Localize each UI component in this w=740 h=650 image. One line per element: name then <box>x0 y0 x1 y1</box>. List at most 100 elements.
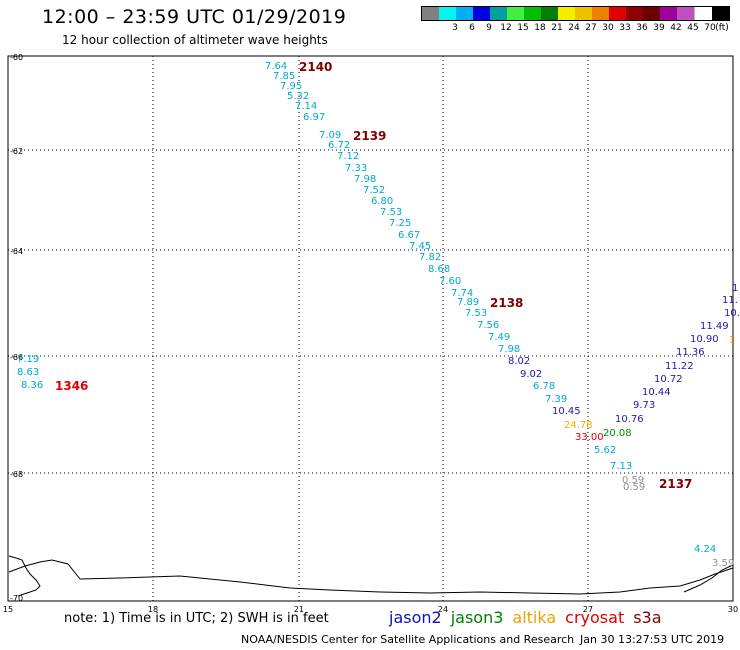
swh-label: 0.59 <box>623 482 645 493</box>
swh-label: 10.72 <box>654 374 683 385</box>
swh-label: 6.78 <box>533 381 555 392</box>
lat-tick-label: -70 <box>10 594 23 603</box>
swh-label: 8.68 <box>428 264 450 275</box>
legend-tick-label: 3 <box>452 23 458 33</box>
swh-label: 11.49 <box>700 321 729 332</box>
footer-note: note: 1) Time is in UTC; 2) SWH is in fe… <box>64 611 329 626</box>
legend-swatch <box>694 7 712 20</box>
legend-swatch <box>660 7 677 20</box>
swh-label: 20.08 <box>603 428 632 439</box>
plot-border <box>7 55 734 602</box>
legend-swatch <box>609 7 626 20</box>
legend-tick-label: 36 <box>636 23 648 33</box>
legend-swatch <box>558 7 575 20</box>
swh-label: 8.02 <box>508 356 530 367</box>
swh-label: 1 <box>732 283 738 294</box>
legend-tick-label: 27 <box>585 23 597 33</box>
legend-swatch <box>626 7 643 20</box>
wave-height-labels: 7.647.857.955.327.146.97 7.096.727.127.33… <box>17 61 740 569</box>
swh-label: 6.80 <box>371 196 393 207</box>
swh-label: 7.49 <box>488 332 510 343</box>
color-legend: 3 6 9 12 15 18 21 24 27 30 33 36 39 42 45 70 (ft) <box>421 6 730 37</box>
swh-label: 7.19 <box>17 354 39 365</box>
legend-tick-labels: 3 6 9 12 15 18 21 24 27 30 33 36 39 42 45 70 (ft) <box>421 23 730 37</box>
swh-label: 9.02 <box>520 369 542 380</box>
map-title: 12:00 – 23:59 UTC 01/29/2019 <box>42 6 347 28</box>
track-id-label: 2137 <box>659 477 692 491</box>
swh-label: 11.22 <box>665 361 694 372</box>
lon-tick-label: 21 <box>294 605 304 614</box>
swh-label: 7.13 <box>610 461 632 472</box>
legend-unit-label: (ft) <box>715 23 729 33</box>
swh-label: 7.89 <box>457 297 479 308</box>
legend-tick-label: 9 <box>486 23 492 33</box>
lon-tick-label: 15 <box>3 605 13 614</box>
swh-label: 7.25 <box>389 218 411 229</box>
lat-tick-label: -66 <box>10 353 23 362</box>
swh-label: 3.59 <box>712 558 734 569</box>
swh-label: 7.52 <box>363 185 385 196</box>
swh-label: 7.09 <box>319 130 341 141</box>
legend-tick-label: 39 <box>653 23 665 33</box>
track-id-label: 1346 <box>55 379 88 393</box>
swh-label: 11.36 <box>676 347 705 358</box>
legend-swatch <box>422 7 439 20</box>
legend-swatch <box>490 7 507 20</box>
legend-swatch <box>439 7 456 20</box>
swh-label: 24.78 <box>564 420 593 431</box>
coastline-path <box>683 564 734 593</box>
swh-label: 10.76 <box>615 414 644 425</box>
axis-tick-labels: -60 -62 -64 -66 -68 -70 15 18 21 24 27 30 <box>3 53 738 614</box>
legend-tick-label: 45 <box>687 23 699 33</box>
swh-label: 1 <box>729 335 735 346</box>
legend-tick-label: 33 <box>619 23 631 33</box>
legend-swatch <box>541 7 558 20</box>
legend-color-bar <box>421 6 730 21</box>
swh-label: 7.12 <box>337 151 359 162</box>
swh-label: 10.53 <box>724 308 740 319</box>
swh-label: 0.59 <box>622 475 644 486</box>
legend-tick-label: 21 <box>551 23 563 33</box>
track-id-label: 2139 <box>353 129 386 143</box>
track-id-label: 2140 <box>299 60 332 74</box>
credit-line: NOAA/NESDIS Center for Satellite Applica… <box>241 633 575 646</box>
mission-label: jason2 <box>389 608 442 627</box>
lon-tick-label: 27 <box>583 605 593 614</box>
swh-label: 4.24 <box>694 544 716 555</box>
mission-legend: jason2 jason3 altika cryosat s3a <box>389 608 671 627</box>
lat-tick-label: -68 <box>10 470 23 479</box>
swh-label: 7.53 <box>465 308 487 319</box>
legend-tick-label: 70 <box>704 23 716 33</box>
swh-label: 7.74 <box>451 288 473 299</box>
lat-tick-label: -60 <box>10 53 23 62</box>
swh-label: 5.32 <box>287 91 309 102</box>
legend-swatch <box>677 7 694 20</box>
lat-tick-label: -64 <box>10 247 23 256</box>
swh-label: 5.62 <box>594 445 616 456</box>
swh-label: 7.56 <box>477 320 499 331</box>
coastline-path <box>8 559 734 595</box>
graticule <box>8 56 733 601</box>
legend-tick-label: 42 <box>670 23 682 33</box>
legend-swatch <box>575 7 592 20</box>
legend-swatch <box>712 7 729 20</box>
swh-label: 7.98 <box>498 344 520 355</box>
swh-label: 10.45 <box>552 406 581 417</box>
swh-label: 7.14 <box>295 101 317 112</box>
antarctic-coastline <box>8 555 734 597</box>
coastline-path <box>8 555 41 597</box>
swh-label: 7.98 <box>354 174 376 185</box>
swh-label: 10.90 <box>690 334 719 345</box>
mission-label: jason3 <box>450 608 504 627</box>
swh-label: 7.85 <box>273 71 295 82</box>
legend-swatch <box>473 7 490 20</box>
swh-label: 9.73 <box>633 400 655 411</box>
legend-swatch <box>456 7 473 20</box>
mission-label: cryosat <box>565 608 625 627</box>
swh-label: 7.53 <box>380 207 402 218</box>
legend-swatch <box>524 7 541 20</box>
swh-label: 7.33 <box>345 163 367 174</box>
swh-label: 6.67 <box>398 230 420 241</box>
legend-tick-label: 30 <box>602 23 614 33</box>
